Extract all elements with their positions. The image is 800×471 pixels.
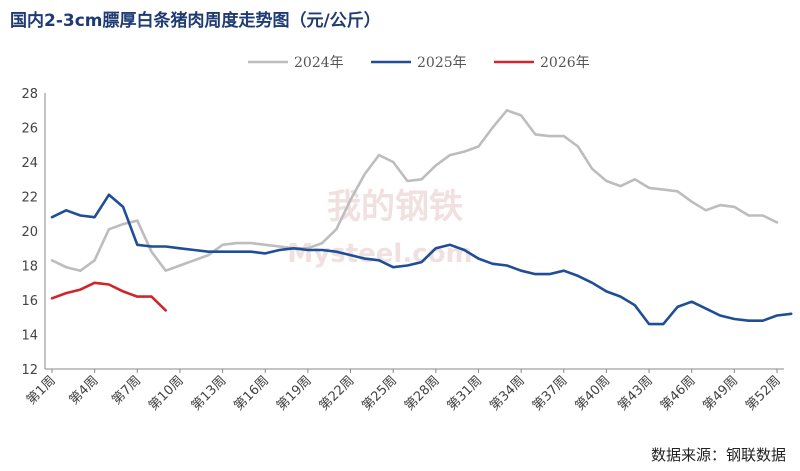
y-tick-label: 24 [21, 156, 38, 171]
x-tick-label: 第43周 [615, 373, 656, 414]
legend: 2024年 2025年 2026年 [248, 55, 590, 71]
x-tick-label: 第7周 [109, 373, 144, 408]
y-tick-label: 20 [21, 225, 38, 240]
watermark-url: Mysteel.com [287, 239, 472, 269]
y-tick-label: 12 [21, 363, 38, 378]
series-line-2026 [50, 281, 167, 312]
series-line-2024 [50, 109, 779, 273]
legend-label: 2025年 [417, 55, 467, 71]
x-tick-label: 第19周 [274, 373, 315, 414]
y-tick-label: 14 [21, 329, 38, 344]
x-tick-label: 第46周 [658, 373, 699, 414]
y-tick-label: 22 [21, 191, 38, 206]
x-tick-label: 第22周 [317, 373, 358, 414]
source-note: 数据来源：钢联数据 [650, 446, 786, 464]
x-tick-label: 第16周 [231, 373, 272, 414]
y-tick-label: 28 [21, 87, 38, 102]
legend-label: 2026年 [540, 55, 590, 71]
series-line-2025 [50, 193, 793, 326]
series-lines [50, 109, 793, 326]
x-tick-label: 第13周 [189, 373, 230, 414]
chart-title: 国内2-3cm膘厚白条猪肉周度走势图（元/公斤） [10, 11, 381, 31]
x-tick-label: 第40周 [573, 373, 614, 414]
x-tick-label: 第49周 [700, 373, 741, 414]
watermark: 我的钢铁 Mysteel.com [287, 187, 472, 269]
x-tick-label: 第37周 [530, 373, 571, 414]
y-tick-label: 16 [21, 294, 38, 309]
y-tick-label: 18 [21, 260, 38, 275]
x-tick-label: 第28周 [402, 373, 443, 414]
x-tick-label: 第31周 [445, 373, 486, 414]
watermark-text: 我的钢铁 [327, 187, 463, 227]
x-tick-label: 第34周 [487, 373, 528, 414]
x-tick-label: 第4周 [67, 373, 102, 408]
x-tick-label: 第25周 [359, 373, 400, 414]
y-tick-label: 26 [21, 122, 38, 137]
x-tick-label: 第10周 [146, 373, 187, 414]
x-tick-label: 第52周 [743, 373, 784, 414]
legend-label: 2024年 [294, 55, 344, 71]
x-tick-label: 第1周 [24, 373, 59, 408]
